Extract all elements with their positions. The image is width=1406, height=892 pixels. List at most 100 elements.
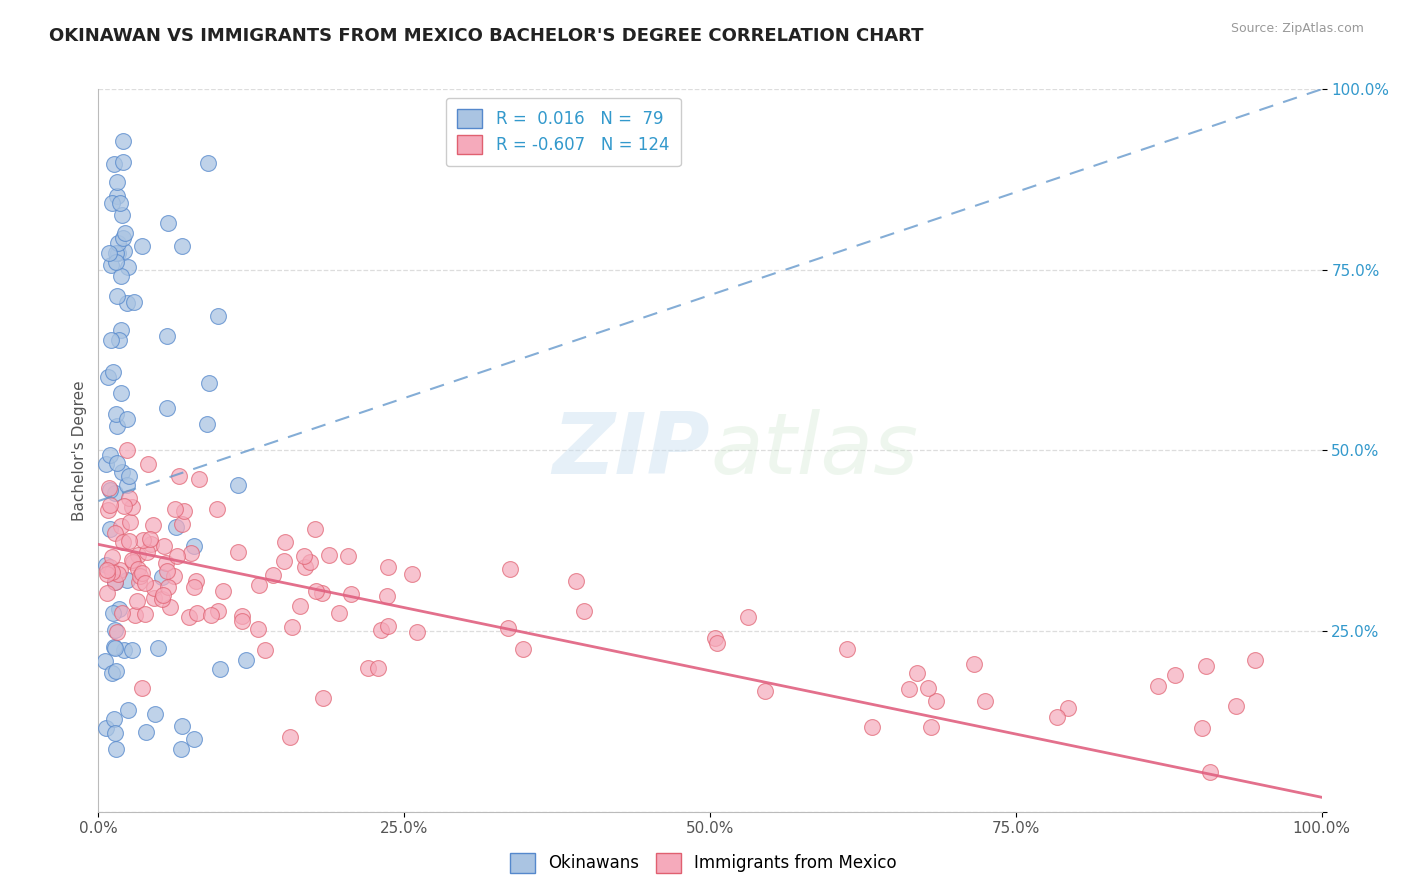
Point (898, 681, 921, 696)
Point (186, 574, 208, 588)
Point (111, 230, 134, 244)
Point (105, 456, 128, 470)
Point (105, 625, 128, 640)
Point (165, 501, 187, 516)
Point (127, 548, 149, 562)
Point (1163, 668, 1185, 682)
Point (111, 534, 134, 549)
Point (115, 573, 138, 587)
Point (104, 742, 127, 756)
Point (294, 560, 316, 574)
Point (121, 553, 143, 567)
Point (110, 518, 132, 533)
Point (706, 635, 728, 649)
Point (905, 666, 928, 681)
Point (114, 226, 136, 240)
Point (235, 653, 257, 667)
Point (183, 732, 205, 747)
Y-axis label: Bachelor's Degree: Bachelor's Degree (72, 380, 87, 521)
Point (107, 566, 129, 581)
Point (135, 724, 157, 739)
Point (187, 472, 209, 486)
Point (124, 608, 146, 623)
Point (97, 481, 120, 495)
Point (370, 623, 392, 637)
Point (125, 594, 148, 608)
Point (103, 640, 125, 655)
Point (101, 606, 124, 620)
Point (401, 566, 423, 581)
Point (150, 570, 173, 584)
Point (108, 195, 131, 210)
Point (146, 641, 169, 656)
Point (122, 294, 145, 309)
Point (499, 562, 522, 576)
Point (273, 554, 295, 568)
Point (117, 443, 139, 458)
Point (111, 134, 134, 148)
Point (180, 546, 202, 560)
Point (207, 604, 229, 618)
Point (108, 563, 131, 577)
Point (228, 478, 250, 492)
Point (231, 609, 253, 624)
Point (105, 407, 128, 421)
Point (103, 712, 125, 726)
Point (110, 323, 132, 337)
Point (100, 550, 122, 565)
Point (860, 720, 883, 734)
Point (1225, 699, 1247, 714)
Point (111, 465, 134, 479)
Point (1244, 653, 1267, 667)
Point (704, 632, 727, 646)
Point (226, 545, 249, 559)
Point (98, 523, 121, 537)
Point (205, 502, 228, 516)
Point (100, 333, 122, 347)
Point (112, 500, 135, 514)
Point (104, 664, 127, 678)
Point (108, 333, 131, 347)
Point (101, 666, 124, 681)
Point (198, 376, 221, 390)
Point (96, 558, 118, 572)
Text: ZIP: ZIP (553, 409, 710, 492)
Point (496, 621, 519, 635)
Point (754, 683, 776, 698)
Point (103, 574, 125, 589)
Point (104, 526, 127, 541)
Point (98, 483, 121, 497)
Point (104, 574, 127, 589)
Point (97, 503, 120, 517)
Point (115, 478, 138, 492)
Point (117, 260, 139, 274)
Point (101, 565, 124, 579)
Point (311, 586, 333, 600)
Point (96, 586, 118, 600)
Point (131, 681, 153, 695)
Point (112, 155, 135, 169)
Point (328, 606, 350, 620)
Point (246, 623, 269, 637)
Point (195, 417, 218, 431)
Point (100, 196, 122, 211)
Point (118, 516, 141, 530)
Point (136, 457, 159, 471)
Point (1198, 764, 1220, 779)
Point (156, 564, 179, 578)
Point (96, 458, 118, 472)
Point (152, 588, 174, 602)
Point (134, 607, 156, 621)
Point (170, 741, 193, 756)
Point (278, 731, 301, 745)
Point (104, 246, 127, 260)
Point (304, 522, 326, 536)
Point (299, 555, 322, 569)
Text: atlas: atlas (710, 409, 918, 492)
Point (200, 607, 222, 622)
Point (917, 681, 939, 696)
Point (1191, 722, 1213, 736)
Point (97, 246, 120, 260)
Point (572, 604, 595, 618)
Point (142, 591, 165, 606)
